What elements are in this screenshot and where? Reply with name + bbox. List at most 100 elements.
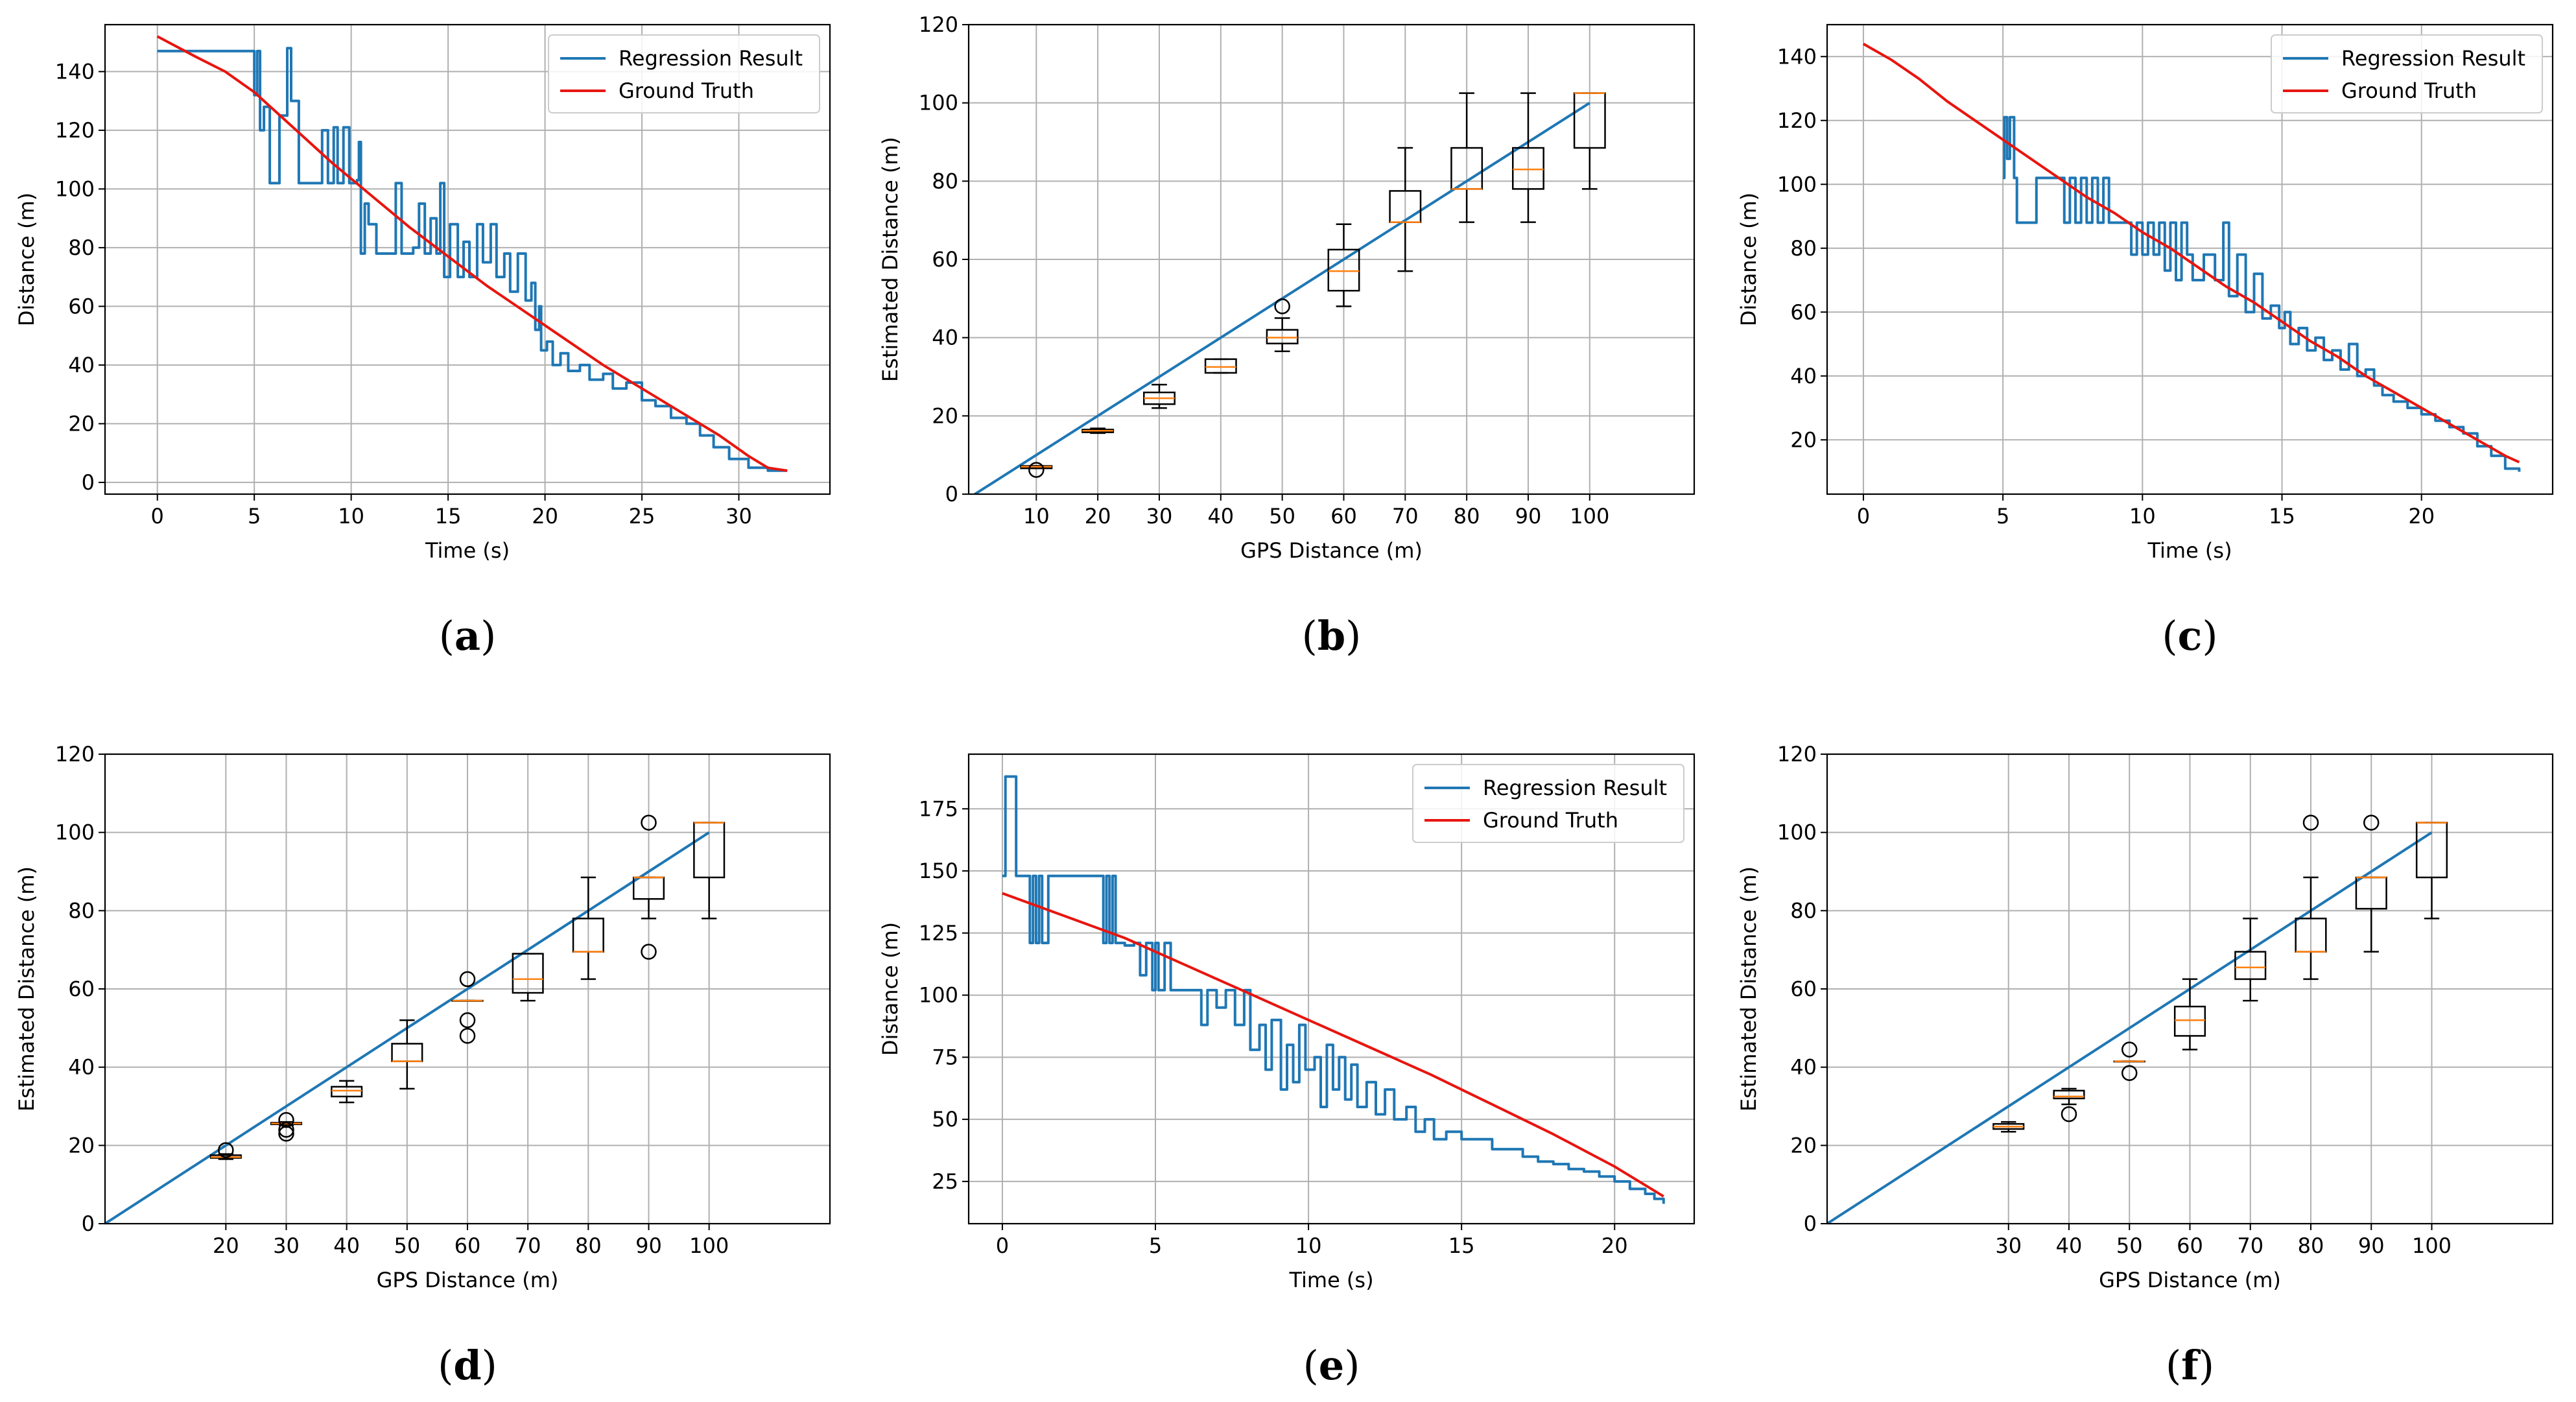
y-tick-label: 120 [919, 12, 958, 37]
y-tick-label: 40 [932, 326, 958, 350]
panel-caption: (d) [438, 1342, 497, 1389]
y-tick-label: 0 [1804, 1211, 1817, 1236]
x-tick-label: 20 [1601, 1233, 1628, 1258]
x-tick-label: 0 [151, 504, 164, 529]
caption-letter: b [1318, 612, 1345, 659]
box-iqr [2234, 951, 2267, 980]
x-axis-ticks: 0 5 10 15 20 [1857, 494, 2435, 529]
box-90 [1512, 92, 1544, 223]
legend-box [548, 34, 820, 113]
outlier-point [1028, 462, 1045, 478]
legend-label: Regression Result [2341, 46, 2525, 71]
outlier-point [2363, 814, 2380, 831]
y-tick-label: 20 [68, 411, 95, 436]
box-80 [572, 876, 604, 980]
plot-area [156, 35, 788, 472]
box-40 [331, 1080, 363, 1104]
x-tick-label: 50 [394, 1233, 420, 1258]
box-20 [209, 1142, 242, 1160]
box-iqr [2173, 1005, 2206, 1037]
box-100 [693, 822, 726, 920]
outlier-point [1274, 298, 1290, 315]
x-tick-label: 5 [1149, 1233, 1162, 1258]
y-tick-label: 0 [82, 1211, 95, 1236]
box-90 [2355, 814, 2387, 953]
caption-letter: a [455, 612, 480, 659]
regression-result-line [157, 47, 788, 472]
box-80 [2295, 814, 2327, 980]
caption-letter: f [2181, 1342, 2201, 1389]
box-90 [632, 814, 665, 960]
x-tick-label: 70 [1392, 504, 1419, 529]
y-tick-label: 60 [68, 977, 95, 1001]
y-tick-label: 40 [1790, 1055, 1817, 1080]
y-tick-label: 40 [1790, 364, 1817, 388]
caption-letter: d [453, 1342, 481, 1389]
y-tick-label: 120 [1777, 108, 1817, 133]
y-tick-label: 100 [55, 820, 95, 845]
y-tick-label: 120 [55, 742, 95, 766]
y-tick-label: 120 [1777, 742, 1817, 766]
x-tick-label: 0 [996, 1233, 1009, 1258]
y-tick-label: 60 [1790, 300, 1817, 324]
box-iqr [2053, 1089, 2085, 1100]
x-tick-label: 10 [1023, 504, 1050, 529]
x-tick-label: 60 [455, 1233, 481, 1258]
box-70 [2234, 918, 2267, 1002]
grid [1827, 25, 2553, 494]
y-tick-label: 40 [68, 353, 95, 377]
y-tick-label: 60 [68, 294, 95, 318]
legend: Regression Result Ground Truth [1412, 764, 1684, 843]
box-50 [1266, 298, 1299, 353]
box-70 [512, 953, 544, 1002]
y-tick-label: 80 [1790, 236, 1817, 261]
x-axis-label: Time (s) [2147, 538, 2232, 563]
x-tick-label: 100 [1570, 504, 1609, 529]
outlier-point [218, 1142, 234, 1158]
x-axis-ticks: 30 40 50 60 70 80 90 100 [1995, 1224, 2452, 1258]
x-tick-label: 40 [333, 1233, 360, 1258]
outlier-point [641, 814, 657, 831]
x-tick-label: 15 [2269, 504, 2295, 529]
caption-letter: e [1319, 1342, 1344, 1389]
y-tick-label: 100 [1777, 820, 1817, 845]
outlier-point [278, 1121, 294, 1138]
caption-letter: c [2178, 612, 2203, 659]
box-iqr [1512, 147, 1544, 190]
legend-box [2271, 34, 2543, 113]
y-tick-label: 100 [55, 176, 95, 201]
y-tick-label: 80 [68, 898, 95, 923]
x-tick-label: 70 [515, 1233, 541, 1258]
y-axis-ticks: 0 20 40 60 80 100 120 140 [55, 59, 105, 495]
plot-area [1002, 775, 1665, 1204]
y-tick-label: 150 [919, 859, 958, 883]
box-40 [1204, 358, 1237, 374]
box-iqr [512, 953, 544, 994]
y-axis-ticks: 25 50 75 100 125 150 175 [919, 796, 969, 1194]
grid [969, 24, 1694, 495]
outlier-point [459, 971, 476, 988]
box-100 [2415, 822, 2448, 920]
outlier-point [2302, 814, 2319, 831]
x-tick-label: 15 [1448, 1233, 1475, 1258]
box-60 [2173, 978, 2206, 1051]
y-tick-label: 125 [919, 921, 958, 945]
panel-e: 0 5 10 15 20 25 50 75 100 125 150 175 Time (s) Dis… [878, 753, 1696, 1389]
panel-caption: (b) [1302, 612, 1362, 659]
x-tick-label: 60 [1330, 504, 1357, 529]
y-tick-label: 80 [932, 169, 958, 193]
x-axis-label: GPS Distance (m) [2099, 1268, 2281, 1292]
box-50 [2113, 1041, 2145, 1081]
y-tick-label: 120 [55, 118, 95, 143]
y-tick-label: 20 [932, 403, 958, 428]
x-tick-label: 0 [1857, 504, 1870, 529]
y-tick-label: 100 [1777, 172, 1817, 196]
x-tick-label: 10 [2129, 504, 2156, 529]
ground-truth-line [1862, 42, 2520, 464]
legend-box [1412, 764, 1684, 843]
x-axis-ticks: 0 5 10 15 20 25 30 [151, 494, 752, 529]
y-axis-ticks: 0 20 40 60 80 100 120 [1777, 742, 1827, 1236]
outlier-point [2121, 1065, 2138, 1081]
x-tick-label: 30 [273, 1233, 300, 1258]
box-30 [1992, 1121, 2025, 1133]
